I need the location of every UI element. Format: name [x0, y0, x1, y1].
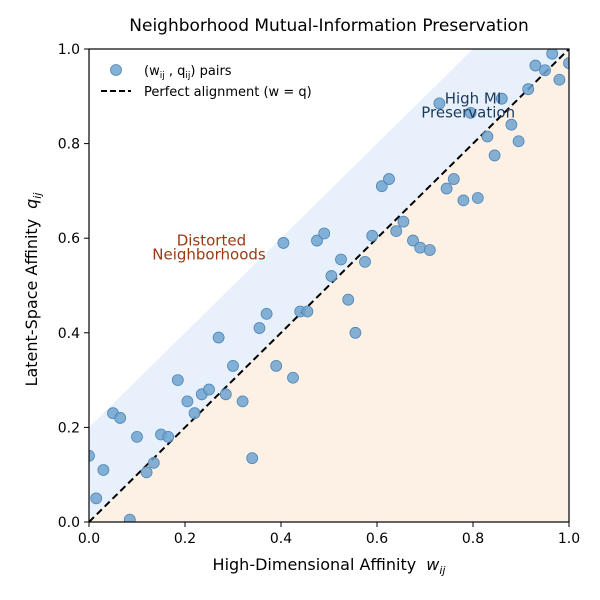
data-point — [90, 492, 103, 505]
data-point — [89, 449, 95, 462]
data-point — [512, 135, 525, 148]
y-axis-symbol: q — [22, 199, 41, 209]
y-axis-label-text: Latent-Space Affinity — [22, 219, 41, 387]
data-point — [349, 326, 362, 339]
data-point — [318, 227, 331, 240]
legend-points-label: (wij , qij) pairs — [144, 64, 232, 81]
data-point — [301, 305, 314, 318]
data-point — [383, 173, 395, 185]
data-point — [440, 182, 453, 195]
y-axis-subscript: ij — [31, 192, 44, 199]
y-tick-label: 0.4 — [58, 326, 80, 342]
y-axis-label: Latent-Space Affinity qij — [22, 192, 44, 387]
x-axis-symbol: w — [426, 555, 440, 574]
legend: (wij , qij) pairs Perfect alignment (w =… — [101, 64, 312, 100]
data-point — [447, 173, 460, 185]
annotation-label: High MI — [445, 89, 502, 107]
data-point — [311, 234, 323, 247]
data-point — [481, 130, 494, 143]
data-point — [114, 412, 127, 424]
y-tick-label: 0.2 — [58, 420, 80, 436]
legend-line-label: Perfect alignment (w = q) — [144, 85, 312, 100]
data-point — [97, 464, 110, 476]
data-point — [260, 307, 273, 320]
data-point — [359, 255, 371, 268]
y-tick-label: 1.0 — [58, 42, 80, 58]
data-point — [227, 360, 239, 372]
data-point — [495, 92, 508, 105]
data-point — [505, 118, 518, 131]
data-point — [277, 237, 290, 249]
data-point — [397, 215, 410, 228]
x-axis-label-text: High-Dimensional Affinity — [213, 555, 417, 574]
x-axis-label: High-Dimensional Affinity wij — [213, 555, 447, 577]
data-point — [488, 149, 501, 162]
data-point — [219, 388, 232, 401]
y-axis-ticks: 0.0 0.2 0.4 0.6 0.8 1.0 — [58, 42, 89, 531]
data-point — [433, 97, 446, 110]
data-point — [236, 395, 249, 408]
data-point — [414, 241, 427, 254]
data-point — [342, 293, 355, 306]
x-axis-subscript: ij — [439, 564, 446, 577]
data-point — [188, 407, 201, 420]
data-point — [212, 331, 225, 344]
legend-points-marker — [110, 64, 122, 76]
x-tick-label: 0.6 — [366, 531, 388, 547]
data-point — [171, 374, 184, 387]
plot-area — [89, 49, 569, 522]
x-axis-ticks: 0.0 0.2 0.4 0.6 0.8 1.0 — [78, 522, 580, 547]
data-point — [553, 73, 566, 86]
points-layer — [89, 49, 569, 522]
data-point — [270, 360, 283, 372]
data-point — [522, 83, 535, 96]
y-tick-label: 0.8 — [58, 137, 80, 153]
x-tick-label: 0.8 — [462, 531, 484, 547]
data-point — [123, 513, 136, 522]
data-point — [246, 452, 259, 465]
data-point — [457, 194, 470, 207]
data-point — [253, 322, 266, 334]
data-point — [539, 64, 551, 77]
chart-title: Neighborhood Mutual-Information Preserva… — [129, 16, 528, 36]
data-point — [140, 466, 153, 479]
data-point — [423, 244, 436, 256]
data-point — [375, 180, 388, 193]
data-point — [563, 57, 569, 70]
data-point — [325, 270, 338, 282]
perfect-alignment-line — [89, 49, 569, 522]
data-point — [181, 395, 194, 408]
y-tick-label: 0.0 — [58, 515, 80, 531]
data-point — [287, 371, 299, 384]
data-point — [464, 106, 477, 119]
data-point — [162, 430, 175, 443]
data-point — [407, 234, 419, 247]
x-tick-label: 0.2 — [174, 531, 196, 547]
annotation-label: Distorted — [177, 231, 246, 249]
data-point — [471, 192, 484, 204]
data-point — [335, 253, 347, 266]
data-point — [366, 229, 379, 242]
data-point — [131, 430, 143, 443]
data-point — [203, 383, 215, 396]
plot-frame — [88, 48, 570, 523]
data-point — [147, 456, 160, 469]
x-tick-label: 0.0 — [78, 531, 100, 547]
data-point — [390, 225, 403, 238]
data-point — [546, 49, 559, 60]
annotation-label: Preservation — [421, 104, 515, 122]
annotation-label: Neighborhoods — [152, 245, 266, 263]
data-point — [529, 59, 542, 72]
x-tick-label: 0.4 — [270, 531, 292, 547]
x-tick-label: 1.0 — [558, 531, 580, 547]
y-tick-label: 0.6 — [58, 231, 80, 247]
